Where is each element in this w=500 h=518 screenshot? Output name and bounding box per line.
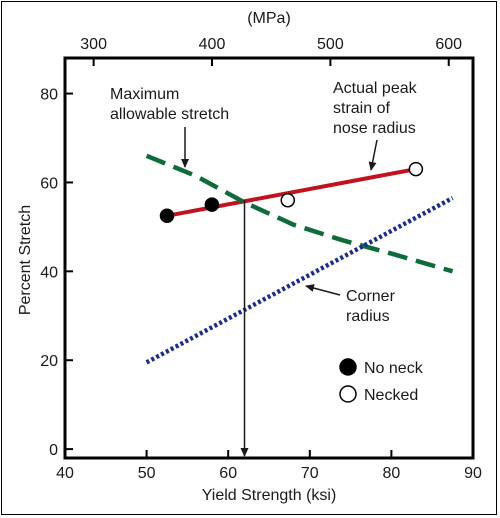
series-line-solid <box>166 167 417 218</box>
points-layer <box>159 161 424 224</box>
y-tick-label: 60 <box>40 175 58 192</box>
annotation-corner-line-1: Corner <box>346 288 396 305</box>
x-tick-label: 50 <box>138 465 156 482</box>
legend: No neck Necked <box>339 358 424 404</box>
data-point-necked <box>408 161 424 177</box>
x-axis-title: Yield Strength (ksi) <box>202 487 337 504</box>
x2-axis-title: (MPa) <box>247 10 291 27</box>
x-tick-label: 80 <box>383 465 401 482</box>
x-tick-label: 60 <box>219 465 237 482</box>
plot-border <box>63 56 475 460</box>
x-tick-label: 40 <box>56 465 74 482</box>
legend-marker-necked <box>339 385 357 403</box>
series-line-dotted <box>145 196 454 365</box>
legend-label-necked: Necked <box>364 387 418 404</box>
annotation-peak-strain-arrow <box>368 139 378 171</box>
annotation-peak-strain-line-2: strain of <box>333 100 390 117</box>
y-tick-label: 0 <box>49 442 58 459</box>
x2-tick-label: 500 <box>317 36 344 53</box>
x-tick-label: 70 <box>301 465 319 482</box>
x2-tick-label: 400 <box>199 36 226 53</box>
y-axis-title: Percent Stretch <box>17 205 34 315</box>
series-line-dashed <box>145 153 454 274</box>
x2-tick-label: 300 <box>80 36 107 53</box>
ticks-layer: 40 50 60 70 80 90 300 400 500 600 0 20 40 60 80 <box>40 36 482 482</box>
annotation-peak-strain-line-3: nose radius <box>333 120 416 137</box>
annotation-max-stretch-line-2: allowable stretch <box>110 106 229 123</box>
legend-label-no-neck: No neck <box>364 360 424 377</box>
series-layer <box>145 153 454 457</box>
annotation-corner-line-2: radius <box>346 308 390 325</box>
annotation-max-stretch-line-1: Maximum <box>110 86 179 103</box>
legend-marker-no-neck <box>339 358 357 376</box>
annotation-peak-strain: Actual peak strain of nose radius <box>333 80 418 171</box>
annotation-corner-arrow <box>305 284 341 296</box>
data-point-no-neck <box>204 197 220 212</box>
y-tick-label: 80 <box>40 87 58 104</box>
x2-tick-label: 600 <box>435 36 462 53</box>
data-point-no-neck <box>159 208 175 224</box>
x-tick-label: 90 <box>464 465 482 482</box>
y-tick-label: 20 <box>40 353 58 370</box>
data-point-necked <box>280 192 296 208</box>
y-tick-label: 40 <box>40 264 58 281</box>
annotation-corner: Corner radius <box>305 284 396 325</box>
annotation-peak-strain-line-1: Actual peak <box>333 80 418 97</box>
annotation-max-stretch: Maximum allowable stretch <box>110 86 229 168</box>
plot-area <box>63 56 475 460</box>
